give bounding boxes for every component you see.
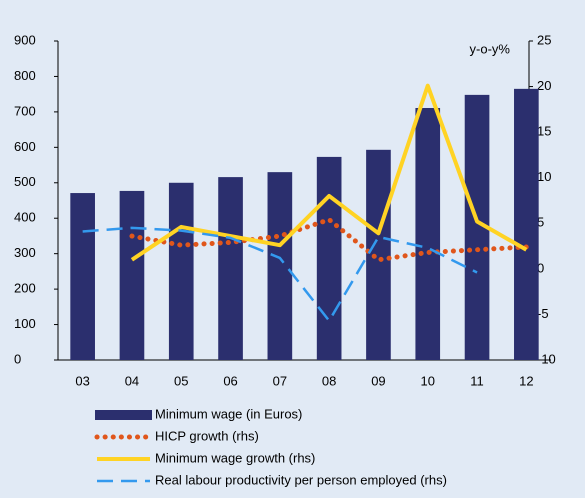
line-series xyxy=(82,226,478,323)
x-tick-label: 05 xyxy=(174,373,188,388)
y2-tick-label: -5 xyxy=(537,306,549,321)
x-tick-label: 03 xyxy=(75,373,89,388)
bar xyxy=(514,88,539,360)
legend-label: Real labour productivity per person empl… xyxy=(155,472,447,487)
x-tick-label: 09 xyxy=(371,373,385,388)
legend-label: Minimum wage growth (rhs) xyxy=(155,450,315,465)
bar xyxy=(70,193,95,360)
legend-label: Minimum wage (in Euros) xyxy=(155,406,302,421)
y2-tick-label: 25 xyxy=(537,32,551,47)
bar xyxy=(415,107,441,361)
axis-annotation: y-o-y% xyxy=(470,41,511,56)
bar xyxy=(366,149,391,360)
x-tick-label: 11 xyxy=(470,373,484,388)
x-tick-label: 08 xyxy=(322,373,336,388)
y-tick-label: 900 xyxy=(14,32,36,47)
y-tick-label: 700 xyxy=(14,103,36,118)
bar xyxy=(267,172,293,360)
y-tick-label: 200 xyxy=(14,281,36,296)
line-series xyxy=(130,83,528,262)
y2-tick-label: 5 xyxy=(537,215,544,230)
x-tick-label: 07 xyxy=(273,373,287,388)
y2-tick-label: 20 xyxy=(537,78,551,93)
legend-swatch xyxy=(95,410,152,420)
y-tick-label: 300 xyxy=(14,245,36,260)
y-tick-label: 100 xyxy=(14,316,36,331)
line-series xyxy=(129,217,529,263)
y-tick-label: 800 xyxy=(14,68,36,83)
y-tick-label: 0 xyxy=(14,351,21,366)
y2-tick-label: -10 xyxy=(537,351,556,366)
bar xyxy=(316,156,342,360)
y2-tick-label: 10 xyxy=(537,169,551,184)
x-tick-label: 10 xyxy=(421,373,435,388)
bar xyxy=(119,190,145,360)
x-tick-label: 06 xyxy=(223,373,237,388)
y-tick-label: 500 xyxy=(14,174,36,189)
bar xyxy=(168,182,194,360)
y-tick-label: 400 xyxy=(14,210,36,225)
bar xyxy=(218,177,243,360)
y-tick-label: 600 xyxy=(14,139,36,154)
x-tick-label: 12 xyxy=(519,373,533,388)
legend-label: HICP growth (rhs) xyxy=(155,428,259,443)
y2-tick-label: 0 xyxy=(537,260,544,275)
x-tick-label: 04 xyxy=(125,373,139,388)
y2-tick-label: 15 xyxy=(537,124,551,139)
